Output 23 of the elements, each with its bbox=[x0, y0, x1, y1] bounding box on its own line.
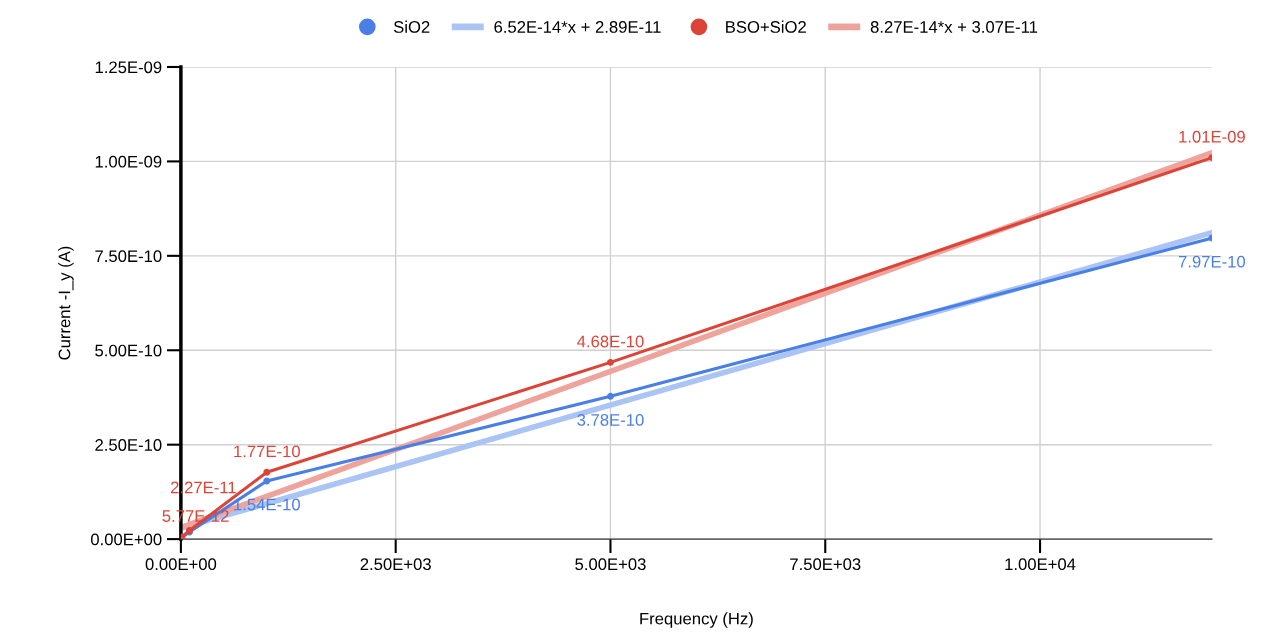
x-tick-label: 1.00E+04 bbox=[1005, 558, 1076, 571]
x-tick-label: 2.50E+03 bbox=[360, 558, 431, 571]
legend-label: SiO2 bbox=[393, 20, 430, 33]
legend-label: 8.27E-14*x + 3.07E-11 bbox=[870, 21, 1038, 33]
y-tick-label: 0.00E+00 bbox=[90, 533, 162, 546]
data-label: 7.97E-10 bbox=[1178, 255, 1246, 268]
data-label: 4.68E-10 bbox=[577, 335, 644, 348]
y-tick-label: 1.00E-09 bbox=[95, 155, 162, 168]
data-label: 1.01E-09 bbox=[1179, 130, 1245, 143]
y-tick-label: 2.50E-10 bbox=[95, 439, 162, 451]
y-tick-label: 5.00E-10 bbox=[95, 344, 162, 357]
y-tick-label: 1.25E-09 bbox=[95, 61, 162, 74]
data-label: 1.77E-10 bbox=[234, 445, 300, 458]
data-label: 1.54E-10 bbox=[234, 498, 300, 511]
x-tick-label: 0.00E+00 bbox=[145, 558, 217, 571]
legend-label: 6.52E-14*x + 2.89E-11 bbox=[494, 21, 661, 33]
x-axis-title: Frequency (Hz) bbox=[640, 612, 753, 628]
legend-label: BSO+SiO2 bbox=[726, 20, 806, 33]
data-label: 3.78E-10 bbox=[577, 414, 644, 426]
y-axis-title: Current -I_y (A) bbox=[58, 246, 74, 360]
x-tick-label: 5.00E+03 bbox=[575, 558, 646, 571]
y-tick-label: 7.50E-10 bbox=[95, 250, 162, 263]
x-tick-label: 7.50E+03 bbox=[790, 558, 861, 571]
